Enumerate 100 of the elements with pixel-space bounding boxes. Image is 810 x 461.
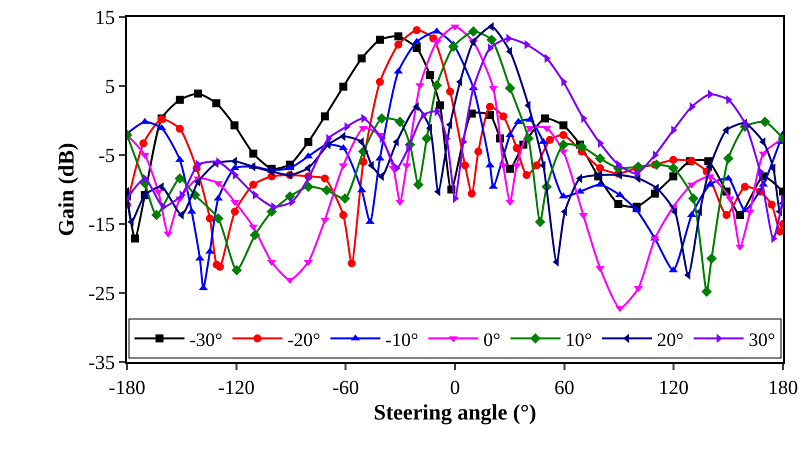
point: [339, 211, 348, 220]
x-tick-label: -120: [218, 377, 255, 399]
point: [506, 164, 514, 173]
y-tick-label: -25: [88, 283, 115, 305]
y-tick-label: -15: [88, 214, 115, 236]
point: [322, 184, 332, 196]
point: [776, 228, 783, 236]
x-tick-label: 60: [554, 377, 574, 399]
point: [532, 161, 541, 170]
point: [652, 159, 662, 170]
legend-label: 0°: [483, 330, 500, 351]
point: [669, 172, 678, 180]
point: [486, 102, 494, 111]
point: [474, 148, 482, 156]
point: [448, 41, 459, 52]
point: [669, 156, 678, 164]
point: [740, 182, 749, 191]
point: [461, 161, 470, 170]
point: [723, 153, 734, 164]
point: [468, 26, 479, 37]
point: [176, 124, 184, 133]
y-tick-label: 5: [105, 76, 115, 98]
point: [594, 153, 606, 164]
point: [768, 200, 776, 209]
point: [559, 121, 568, 130]
point: [139, 139, 148, 148]
point: [303, 182, 314, 192]
point: [614, 200, 622, 208]
point: [504, 82, 516, 94]
point: [426, 70, 434, 79]
y-axis-title: Gain (dB): [54, 142, 79, 236]
point: [558, 139, 569, 150]
point: [304, 138, 312, 146]
point: [340, 193, 350, 204]
x-axis-title: Steering angle (°): [374, 399, 536, 424]
legend-label: -10°: [385, 330, 418, 351]
point: [522, 171, 531, 180]
point: [394, 32, 402, 40]
x-tick-label: -180: [108, 377, 146, 399]
point: [736, 211, 744, 220]
y-tick-label: 15: [95, 7, 115, 29]
point: [249, 150, 258, 158]
point: [546, 136, 554, 144]
point: [446, 88, 454, 96]
point: [486, 34, 497, 45]
point: [232, 265, 242, 276]
point: [320, 174, 329, 182]
point: [499, 112, 508, 120]
x-tick-label: 180: [768, 377, 798, 399]
x-tick-label: 0: [450, 377, 460, 399]
point: [722, 211, 731, 220]
point: [176, 96, 184, 104]
point: [706, 253, 717, 264]
point: [376, 36, 384, 44]
point: [596, 164, 604, 172]
point: [348, 259, 356, 268]
point: [413, 179, 424, 190]
point: [412, 26, 421, 34]
point: [436, 101, 444, 110]
point: [576, 142, 587, 152]
point: [206, 214, 214, 222]
point: [194, 90, 202, 98]
point: [376, 113, 387, 124]
point: [701, 286, 712, 297]
x-tick-label: -60: [332, 377, 360, 399]
point: [394, 40, 402, 49]
legend-label: -20°: [287, 330, 320, 351]
point: [668, 162, 678, 174]
point: [468, 190, 476, 198]
point: [534, 216, 546, 228]
point: [339, 82, 348, 91]
point: [688, 193, 699, 204]
point: [512, 144, 521, 152]
point: [432, 80, 442, 91]
legend-label: 20°: [657, 330, 684, 351]
point: [212, 99, 220, 108]
point: [174, 173, 186, 184]
legend-label: 30°: [748, 330, 776, 351]
point: [358, 54, 366, 62]
point: [230, 208, 239, 216]
point: [230, 121, 239, 130]
y-tick-label: -5: [98, 145, 115, 167]
point: [376, 78, 384, 86]
point: [760, 116, 770, 128]
point: [633, 162, 644, 172]
point: [250, 230, 260, 240]
legend-label: 10°: [565, 330, 592, 351]
point: [541, 114, 550, 122]
point: [213, 213, 224, 224]
legend-label: -30°: [190, 330, 222, 351]
point: [422, 133, 432, 144]
point: [559, 130, 568, 139]
point: [523, 133, 534, 144]
y-tick-label: -35: [88, 352, 115, 374]
point: [249, 180, 258, 189]
point: [151, 210, 162, 220]
x-tick-label: 120: [658, 377, 689, 399]
point: [320, 112, 329, 120]
point: [216, 262, 224, 271]
point: [131, 234, 140, 242]
